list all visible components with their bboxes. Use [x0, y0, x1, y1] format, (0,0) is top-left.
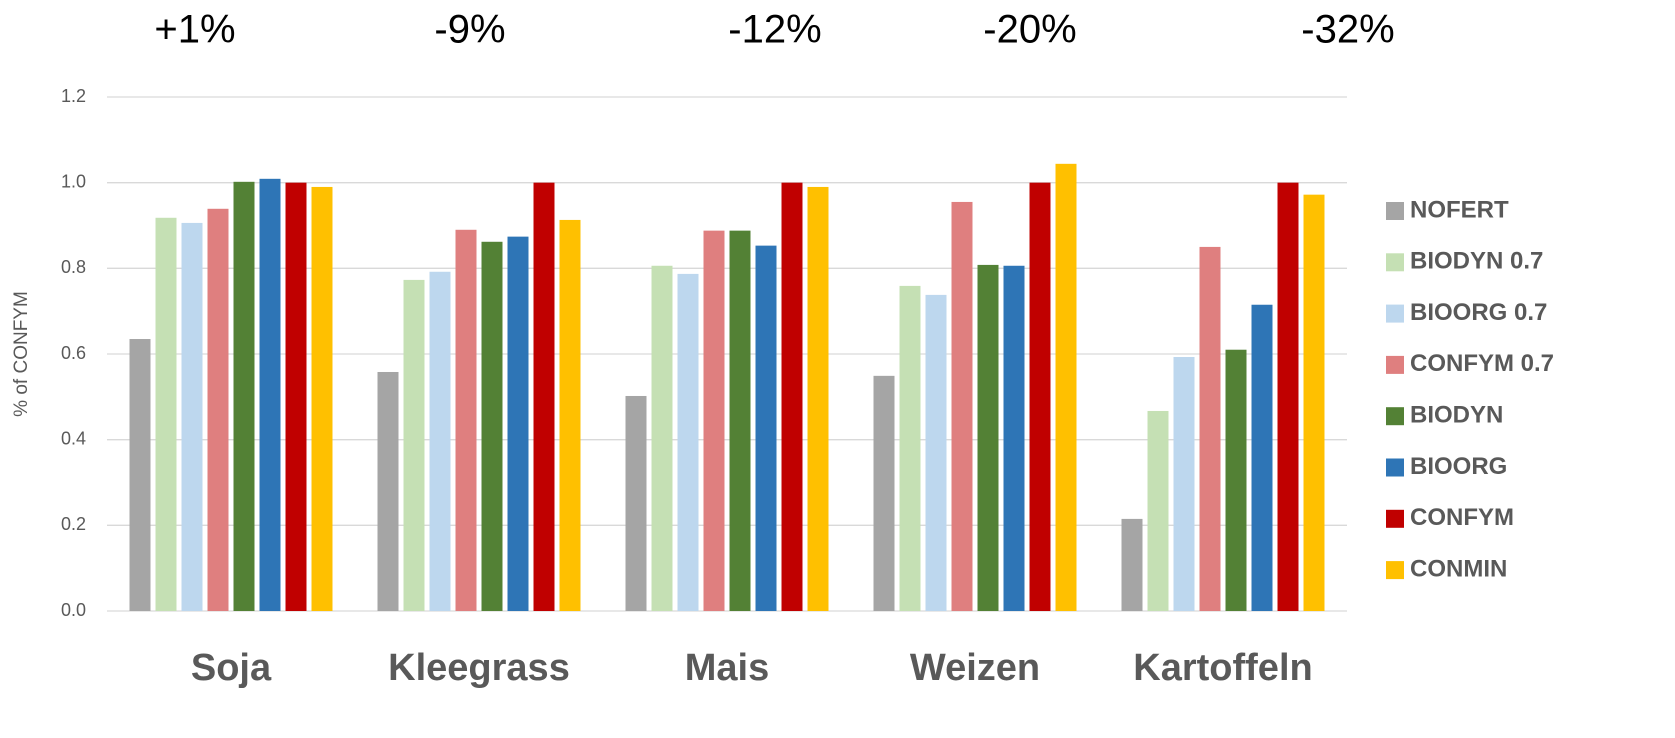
bar — [1055, 163, 1077, 611]
legend-label: BIODYN 0.7 — [1410, 248, 1543, 275]
legend-swatch — [1386, 561, 1404, 580]
bar — [429, 271, 451, 611]
annotation: -9% — [434, 8, 505, 52]
y-tick-label: 1.2 — [61, 86, 86, 106]
bar — [507, 236, 529, 612]
bar — [677, 273, 699, 611]
bar — [977, 264, 999, 611]
legend-label: CONFYM — [1410, 504, 1514, 531]
x-tick-label: Kartoffeln — [1133, 647, 1312, 689]
legend-label: CONMIN — [1410, 555, 1507, 582]
bar — [651, 265, 673, 611]
bar — [533, 182, 555, 611]
y-tick-label: 1.0 — [61, 171, 86, 191]
bar — [403, 279, 425, 611]
bar — [1147, 410, 1169, 611]
y-tick-label: 0.6 — [61, 343, 86, 363]
y-tick-label: 0.8 — [61, 257, 86, 277]
bar — [703, 230, 725, 611]
bar — [755, 245, 777, 612]
annotation: -20% — [983, 8, 1076, 52]
bar — [1121, 518, 1143, 611]
bar — [1173, 356, 1195, 611]
legend-swatch — [1386, 304, 1404, 323]
annotation: +1% — [154, 8, 235, 52]
annotation: -12% — [728, 8, 821, 52]
bar — [1277, 182, 1299, 611]
bar — [807, 186, 829, 611]
bar — [207, 208, 229, 612]
bar — [311, 186, 333, 611]
bar — [181, 222, 203, 611]
bar — [559, 219, 581, 611]
y-tick-label: 0.0 — [61, 600, 86, 620]
bar — [1029, 182, 1051, 611]
legend-swatch — [1386, 253, 1404, 272]
annotation: -32% — [1301, 8, 1394, 52]
legend-swatch — [1386, 458, 1404, 477]
legend-label: NOFERT — [1410, 196, 1509, 223]
bar — [925, 294, 947, 611]
y-axis-label: % of CONFYM — [11, 291, 32, 417]
legend-label: BIODYN — [1410, 402, 1503, 429]
bar — [899, 285, 921, 611]
legend-label: BIOORG 0.7 — [1410, 299, 1547, 326]
bar — [155, 217, 177, 612]
bar — [625, 395, 647, 611]
bar — [873, 375, 895, 611]
legend-swatch — [1386, 202, 1404, 220]
bar — [259, 178, 281, 612]
bar — [951, 201, 973, 612]
y-tick-label: 0.2 — [61, 514, 86, 534]
legend-label: BIOORG — [1410, 453, 1507, 480]
bar — [377, 371, 399, 611]
bar — [1225, 349, 1247, 611]
bar — [285, 182, 307, 611]
y-tick-label: 0.4 — [61, 428, 86, 448]
legend-label: CONFYM 0.7 — [1410, 350, 1554, 377]
bar — [1251, 304, 1273, 611]
legend-swatch — [1386, 509, 1404, 528]
x-tick-label: Weizen — [910, 647, 1040, 689]
bar — [129, 339, 151, 611]
legend-swatch — [1386, 355, 1404, 374]
bar — [729, 230, 751, 611]
bar — [1303, 194, 1325, 611]
x-tick-label: Mais — [685, 647, 769, 689]
x-tick-label: Soja — [191, 647, 272, 689]
bar — [233, 181, 255, 611]
bar — [1003, 265, 1025, 611]
bar — [481, 241, 503, 611]
bar — [1199, 246, 1221, 611]
bar — [781, 182, 803, 611]
x-tick-label: Kleegrass — [388, 647, 570, 689]
bar — [455, 229, 477, 612]
legend-swatch — [1386, 407, 1404, 426]
